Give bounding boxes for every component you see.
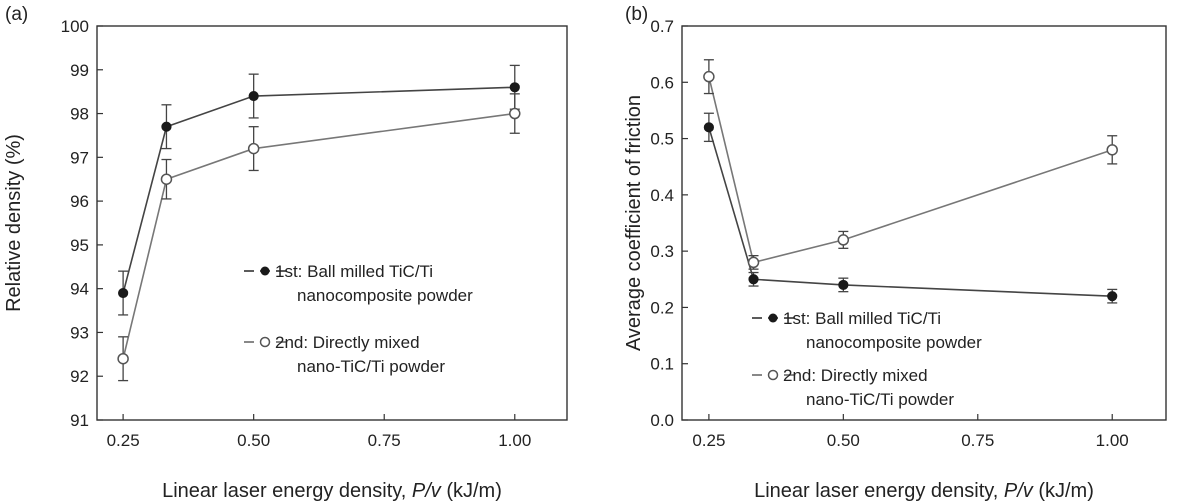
data-point-open bbox=[837, 234, 850, 246]
y-tick-label: 96 bbox=[70, 192, 89, 211]
legend-label-line2: nano-TiC/Ti powder bbox=[297, 357, 445, 376]
legend-marker-filled bbox=[768, 313, 778, 323]
data-point-filled bbox=[509, 82, 520, 93]
data-point-filled bbox=[703, 122, 714, 133]
x-tick-label: 0.75 bbox=[961, 431, 994, 450]
legend-label-line1: 2nd: Directly mixed bbox=[783, 366, 928, 385]
data-point-filled bbox=[838, 279, 849, 291]
x-tick-label: 1.00 bbox=[498, 431, 531, 450]
data-point-open bbox=[160, 173, 173, 185]
data-point-filled bbox=[118, 287, 129, 299]
series-1 bbox=[703, 112, 1118, 304]
x-axis-label-unit: (kJ/m) bbox=[1033, 480, 1094, 502]
y-tick-label: 100 bbox=[61, 17, 89, 36]
legend-label-line2: nanocomposite powder bbox=[806, 333, 982, 352]
y-tick-label: 0.5 bbox=[650, 130, 674, 149]
series-2 bbox=[117, 93, 521, 382]
series-1 bbox=[118, 64, 520, 316]
x-axis-label-variable: P/v bbox=[412, 480, 442, 502]
x-tick-label: 0.25 bbox=[107, 431, 140, 450]
data-point-open bbox=[117, 352, 129, 365]
x-tick-label: 0.75 bbox=[368, 431, 401, 450]
data-point-filled bbox=[1107, 291, 1118, 302]
y-tick-label: 92 bbox=[70, 367, 89, 386]
legend-marker-filled bbox=[260, 266, 270, 276]
x-axis-label-prefix: Linear laser energy density, bbox=[754, 480, 1004, 502]
y-tick-label: 0.7 bbox=[650, 17, 674, 36]
series-line bbox=[122, 86, 515, 294]
legend-label-line1: 2nd: Directly mixed bbox=[275, 333, 420, 352]
y-tick-label: 97 bbox=[70, 148, 89, 167]
x-tick-label: 0.25 bbox=[692, 431, 725, 450]
panel-label: (b) bbox=[625, 4, 648, 25]
y-axis-label: Average coefficient of friction bbox=[623, 95, 645, 351]
y-axis-label: Relative density (%) bbox=[3, 134, 25, 312]
y-tick-label: 95 bbox=[70, 236, 89, 255]
x-tick-label: 1.00 bbox=[1096, 431, 1129, 450]
series-line bbox=[122, 112, 515, 359]
x-axis-label-unit: (kJ/m) bbox=[441, 480, 502, 502]
legend-marker-open bbox=[259, 336, 271, 348]
x-tick-label: 0.50 bbox=[827, 431, 860, 450]
panel-b-friction-coefficient-chart: (b) 0.0 0.1 0.2 0.3 0.4 0.5 0.6 0.7 0.25 0.50 0.75 1… bbox=[623, 4, 1167, 502]
data-point-open bbox=[703, 70, 715, 83]
legend-entry-2: 2nd: Directly mixed nano-TiC/Ti powder bbox=[752, 366, 954, 409]
legend-entry-1: 1st: Ball milled TiC/Ti nanocomposite pow… bbox=[752, 309, 982, 352]
x-axis-label-variable: P/v bbox=[1004, 480, 1034, 502]
y-tick-label: 91 bbox=[70, 411, 89, 430]
x-tick-label: 0.50 bbox=[237, 431, 270, 450]
data-point-open bbox=[747, 256, 760, 269]
legend-label-line1: 1st: Ball milled TiC/Ti bbox=[275, 262, 433, 281]
y-tick-label: 0.6 bbox=[650, 73, 674, 92]
data-point-open bbox=[1106, 144, 1118, 156]
plot-frame bbox=[681, 25, 1167, 421]
data-point-filled bbox=[248, 90, 259, 102]
panel-label: (a) bbox=[5, 4, 28, 25]
data-point-filled bbox=[748, 274, 759, 285]
legend-label-line2: nano-TiC/Ti powder bbox=[806, 390, 954, 409]
y-tick-label: 0.3 bbox=[650, 242, 674, 261]
series-line bbox=[708, 127, 1113, 297]
y-tick-label: 99 bbox=[70, 61, 89, 80]
legend-entry-2: 2nd: Directly mixed nano-TiC/Ti powder bbox=[244, 333, 445, 376]
data-point-filled bbox=[161, 121, 172, 132]
panel-a-relative-density-chart: (a) 91 92 93 94 95 96 97 98 99 100 0.25 0.50 0.75 1.00… bbox=[3, 4, 568, 502]
x-axis-label: Linear laser energy density, P/v (kJ/m) bbox=[162, 480, 502, 502]
y-tick-label: 0.1 bbox=[650, 355, 674, 374]
x-axis-label: Linear laser energy density, P/v (kJ/m) bbox=[754, 480, 1094, 502]
legend-label-line1: 1st: Ball milled TiC/Ti bbox=[783, 309, 941, 328]
x-axis-label-prefix: Linear laser energy density, bbox=[162, 480, 412, 502]
series-2 bbox=[703, 59, 1118, 270]
y-tick-label: 98 bbox=[70, 105, 89, 124]
legend-marker-open bbox=[767, 369, 779, 381]
data-point-open bbox=[509, 107, 521, 120]
series-line bbox=[708, 76, 1113, 264]
y-tick-label: 94 bbox=[70, 280, 89, 299]
plot-frame bbox=[96, 25, 568, 421]
y-tick-label: 0.4 bbox=[650, 186, 674, 205]
y-tick-label: 0.2 bbox=[650, 298, 674, 317]
legend-label-line2: nanocomposite powder bbox=[297, 286, 473, 305]
data-point-open bbox=[247, 142, 260, 155]
y-tick-label: 0.0 bbox=[650, 411, 674, 430]
legend-entry-1: 1st: Ball milled TiC/Ti nanocomposite pow… bbox=[244, 262, 473, 305]
y-tick-label: 93 bbox=[70, 323, 89, 342]
